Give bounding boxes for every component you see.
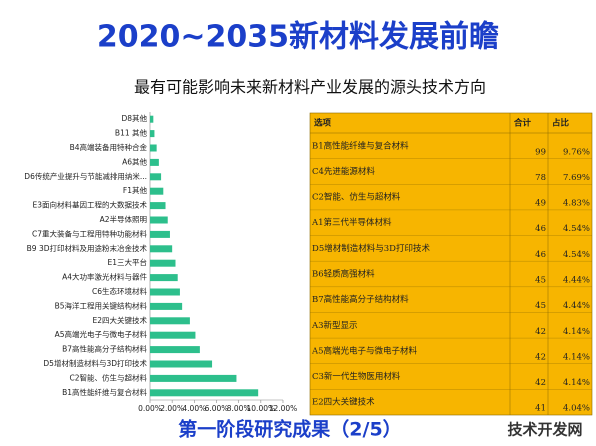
category-label: C7重大装备与工程用特种功能材料 <box>32 228 148 238</box>
bar <box>150 230 170 238</box>
table-cell: B1高性能纤维与复合材料 <box>312 140 409 151</box>
bar <box>150 274 178 282</box>
table-cell: 78 <box>535 173 546 183</box>
table-cell: 4.14% <box>563 327 590 337</box>
bar <box>150 173 162 181</box>
category-label: C2智能、仿生与超材料 <box>69 372 147 382</box>
bar <box>150 346 200 354</box>
category-label: E2四大关键技术 <box>92 315 147 325</box>
category-label: B7高性能高分子结构材料 <box>62 344 147 354</box>
bar <box>150 389 259 397</box>
bar <box>150 187 164 195</box>
table-cell: B6轻质高强材料 <box>312 269 375 280</box>
category-label: A6其他 <box>122 156 147 166</box>
category-label: A4大功率激光材料与器件 <box>62 272 147 282</box>
table-cell: 4.54% <box>563 224 590 234</box>
table-cell: 4.44% <box>563 276 590 286</box>
table-cell: 4.14% <box>563 352 590 362</box>
x-tick-label: 0.00% <box>138 404 162 413</box>
table-cell: 4.14% <box>563 378 590 388</box>
x-tick-label: 8.00% <box>227 404 251 413</box>
category-label: F1其他 <box>123 185 148 195</box>
table-cell: C2智能、仿生与超材料 <box>312 192 401 203</box>
table-cell: A1第三代半导体材料 <box>311 217 392 228</box>
x-tick-label: 4.00% <box>182 404 206 413</box>
table-cell: 49 <box>535 199 546 209</box>
category-label: D6传统产业提升与节能减排用纳米... <box>24 171 147 181</box>
table-cell: C3新一代生物医用材料 <box>312 371 401 382</box>
subtitle: 最有可能影响未来新材料产业发展的源头技术方向 <box>134 78 486 97</box>
table-cell: 42 <box>535 378 546 388</box>
table-cell: 99 <box>535 147 546 157</box>
table-bg <box>309 112 593 416</box>
category-label: E1三大平台 <box>107 257 147 267</box>
bar <box>150 259 176 267</box>
table-cell: 9.76% <box>563 147 590 157</box>
category-label: C6生态环境材料 <box>92 286 148 296</box>
x-tick-label: 12.00% <box>269 404 298 413</box>
x-tick-label: 6.00% <box>205 404 229 413</box>
table-cell: 46 <box>535 224 546 234</box>
x-tick-label: 2.00% <box>160 404 184 413</box>
category-label: A2半导体照明 <box>100 214 147 224</box>
bar <box>150 288 180 296</box>
category-label: A5高端光电子与微电子材料 <box>55 329 148 339</box>
bar <box>150 245 173 253</box>
table-cell: 45 <box>535 301 546 311</box>
bar <box>150 130 155 138</box>
category-label: D5增材制造材料与3D打印技术 <box>43 358 147 368</box>
bar <box>150 216 168 224</box>
table-header: 选项 <box>314 118 332 129</box>
table-cell: 42 <box>535 352 546 362</box>
watermark: 技术开发网 <box>507 421 582 439</box>
bar <box>150 115 154 123</box>
bar <box>150 158 159 166</box>
table-cell: 4.54% <box>563 250 590 260</box>
table-cell: 41 <box>535 404 546 414</box>
bar <box>150 144 157 152</box>
table-cell: E2四大关键技术 <box>312 397 375 408</box>
footer-caption: 第一阶段研究成果（2/5） <box>178 418 401 441</box>
table-cell: A3新型显示 <box>311 320 358 331</box>
bar <box>150 331 196 339</box>
table-cell: 4.83% <box>563 199 590 209</box>
bar <box>150 374 237 382</box>
category-label: B1高性能纤维与复合材料 <box>62 387 147 397</box>
table-cell: 42 <box>535 327 546 337</box>
table-cell: C4先进能源材料 <box>312 166 375 177</box>
category-label: B4高端装备用特种合金 <box>70 142 148 152</box>
table-cell: 4.04% <box>563 404 590 414</box>
table-cell: 45 <box>535 276 546 286</box>
bar <box>150 360 213 368</box>
table-cell: 7.69% <box>563 173 590 183</box>
table-header: 占比 <box>552 118 570 129</box>
table-cell: 46 <box>535 250 546 260</box>
bar <box>150 317 190 325</box>
category-label: E3面向材料基因工程的大数据技术 <box>32 200 147 210</box>
table-cell: B7高性能高分子结构材料 <box>312 294 409 305</box>
table-header: 合计 <box>513 118 532 129</box>
category-label: B11 其他 <box>115 128 148 138</box>
table-cell: A5高端光电子与微电子材料 <box>311 345 418 356</box>
category-label: D8其他 <box>121 113 147 123</box>
table-cell: D5增材制造材料与3D打印技术 <box>312 243 430 254</box>
bar <box>150 302 183 310</box>
table-cell: 4.44% <box>563 301 590 311</box>
bar <box>150 202 166 210</box>
category-label: B5海洋工程用关键结构材料 <box>55 300 148 310</box>
category-label: B9 3D打印材料及用途粉末冶金技术 <box>27 243 148 253</box>
title: 2020~2035新材料发展前瞻 <box>97 20 499 55</box>
x-tick-label: 10.00% <box>247 404 276 413</box>
